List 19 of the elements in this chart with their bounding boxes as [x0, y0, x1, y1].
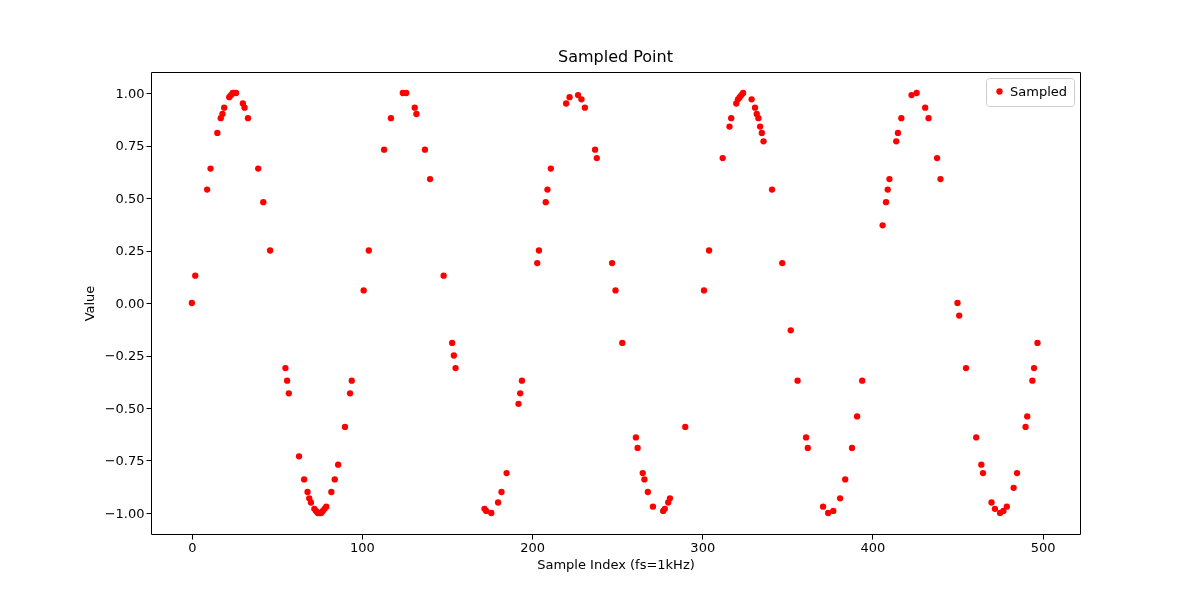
y-tick-label: 1.00 — [115, 85, 145, 101]
y-tick-label: 0.25 — [115, 243, 145, 258]
legend-label: Sampled — [1010, 83, 1067, 99]
x-tick-label: 500 — [1030, 539, 1056, 555]
y-axis-title: Value — [81, 285, 97, 322]
chart-title: Sampled Point — [558, 47, 673, 66]
y-tick-label: 0.00 — [115, 295, 145, 311]
y-tick-label: −0.75 — [104, 453, 145, 468]
x-tick-label: 200 — [520, 539, 546, 555]
y-tick-label: −1.00 — [104, 505, 145, 521]
y-tick-label: −0.25 — [104, 348, 145, 363]
x-tick-label: 400 — [860, 539, 886, 555]
y-tick-label: 0.50 — [115, 190, 145, 206]
x-tick-label: 100 — [350, 539, 375, 555]
x-tick-label: 300 — [690, 539, 716, 555]
x-tick-label: 0 — [188, 539, 197, 555]
x-axis-title: Sample Index (fs=1kHz) — [537, 556, 695, 572]
y-tick-label: 0.75 — [115, 138, 145, 153]
y-tick-label: −0.50 — [104, 400, 145, 416]
